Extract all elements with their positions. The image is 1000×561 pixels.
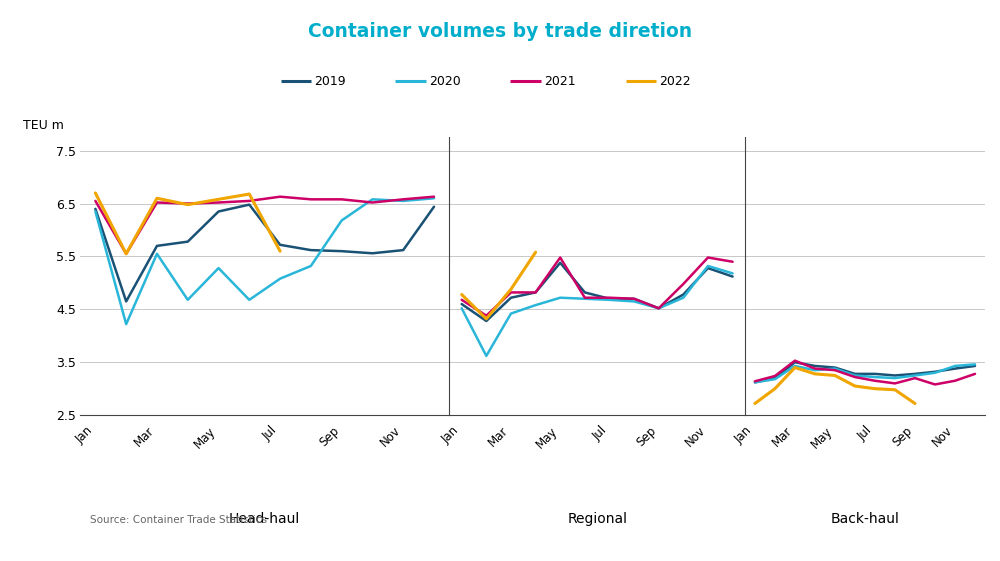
Text: Back-haul: Back-haul bbox=[831, 512, 899, 526]
Text: 2022: 2022 bbox=[660, 75, 691, 88]
Text: Regional: Regional bbox=[567, 512, 627, 526]
Y-axis label: TEU m: TEU m bbox=[23, 119, 63, 132]
Text: Head-haul: Head-haul bbox=[229, 512, 300, 526]
Text: Container volumes by trade diretion: Container volumes by trade diretion bbox=[308, 22, 692, 42]
Text: Source: Container Trade Statistics: Source: Container Trade Statistics bbox=[90, 514, 267, 525]
Text: 2019: 2019 bbox=[314, 75, 346, 88]
Text: 2021: 2021 bbox=[544, 75, 576, 88]
Text: 2020: 2020 bbox=[430, 75, 461, 88]
